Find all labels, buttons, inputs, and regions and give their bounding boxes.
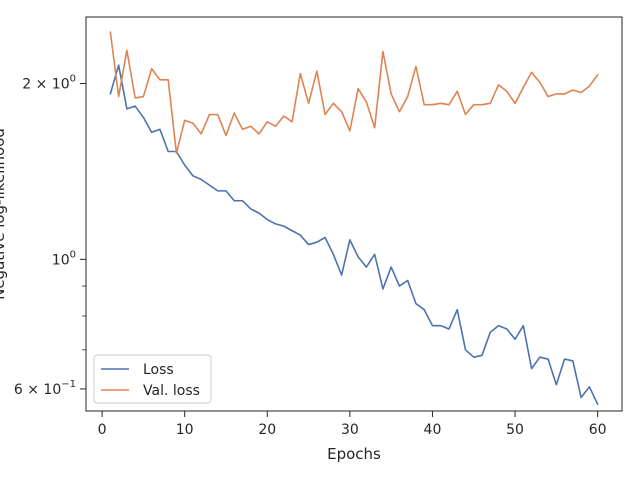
- plot-frame: [85, 16, 623, 412]
- y-tick-label: 6 × 10−1: [14, 379, 76, 398]
- x-tick-label: 40: [424, 422, 442, 438]
- legend: Loss Val. loss: [93, 354, 212, 404]
- x-tick-label: 30: [341, 422, 359, 438]
- plot-lines: [109, 31, 599, 405]
- x-tick-label: 50: [506, 422, 524, 438]
- y-tick-label: 100: [52, 249, 76, 268]
- legend-box: [93, 354, 212, 404]
- series-line-val-loss: [109, 31, 599, 154]
- x-tick-label: 20: [258, 422, 276, 438]
- legend-label: Loss: [143, 362, 174, 378]
- x-axis-label: Epochs: [327, 445, 381, 463]
- y-tick-label: 2 × 100: [22, 74, 76, 93]
- x-tick-label: 60: [589, 422, 607, 438]
- y-axis-label: Negative log-likelihood: [0, 128, 8, 300]
- y-axis-ticks: 6 × 10−1 100 2 × 100: [14, 74, 86, 398]
- x-axis-ticks: 0 10 20 30 40 50 60: [98, 411, 607, 438]
- x-tick-label: 10: [176, 422, 194, 438]
- x-tick-label: 0: [98, 422, 107, 438]
- legend-label: Val. loss: [143, 383, 200, 399]
- series-line-loss: [109, 64, 599, 405]
